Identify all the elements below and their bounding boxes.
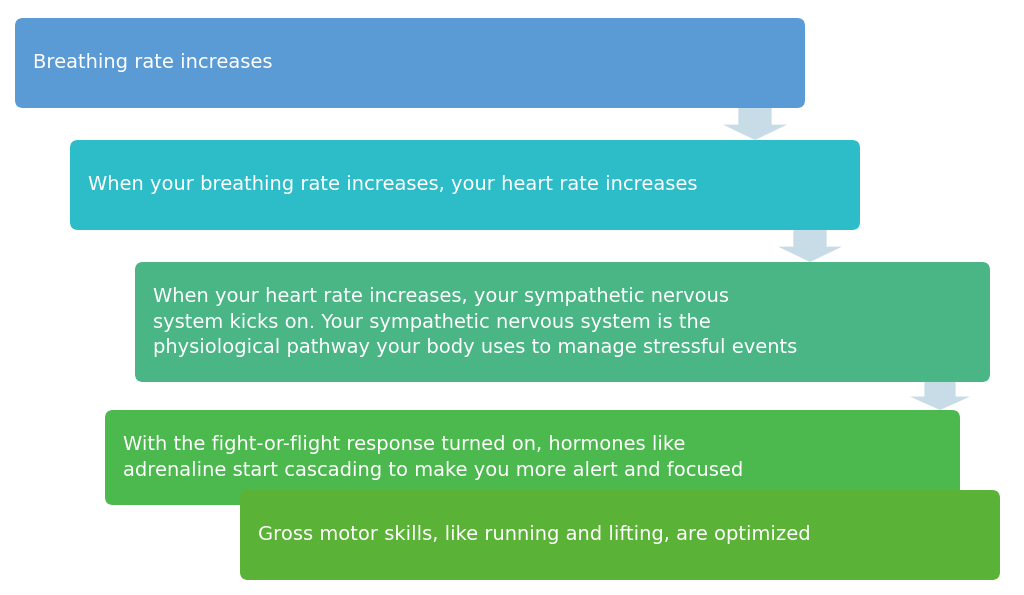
Text: When your heart rate increases, your sympathetic nervous
system kicks on. Your s: When your heart rate increases, your sym… xyxy=(153,287,798,357)
FancyBboxPatch shape xyxy=(240,490,1000,580)
Polygon shape xyxy=(882,490,938,505)
FancyBboxPatch shape xyxy=(70,140,860,230)
Text: When your breathing rate increases, your heart rate increases: When your breathing rate increases, your… xyxy=(88,176,697,195)
FancyBboxPatch shape xyxy=(135,262,990,382)
FancyBboxPatch shape xyxy=(15,18,805,108)
Polygon shape xyxy=(778,230,842,262)
FancyBboxPatch shape xyxy=(105,410,961,505)
Polygon shape xyxy=(723,108,787,140)
Text: With the fight-or-flight response turned on, hormones like
adrenaline start casc: With the fight-or-flight response turned… xyxy=(123,435,743,480)
Text: Gross motor skills, like running and lifting, are optimized: Gross motor skills, like running and lif… xyxy=(258,525,811,544)
Polygon shape xyxy=(910,382,970,410)
Text: Breathing rate increases: Breathing rate increases xyxy=(33,54,272,73)
